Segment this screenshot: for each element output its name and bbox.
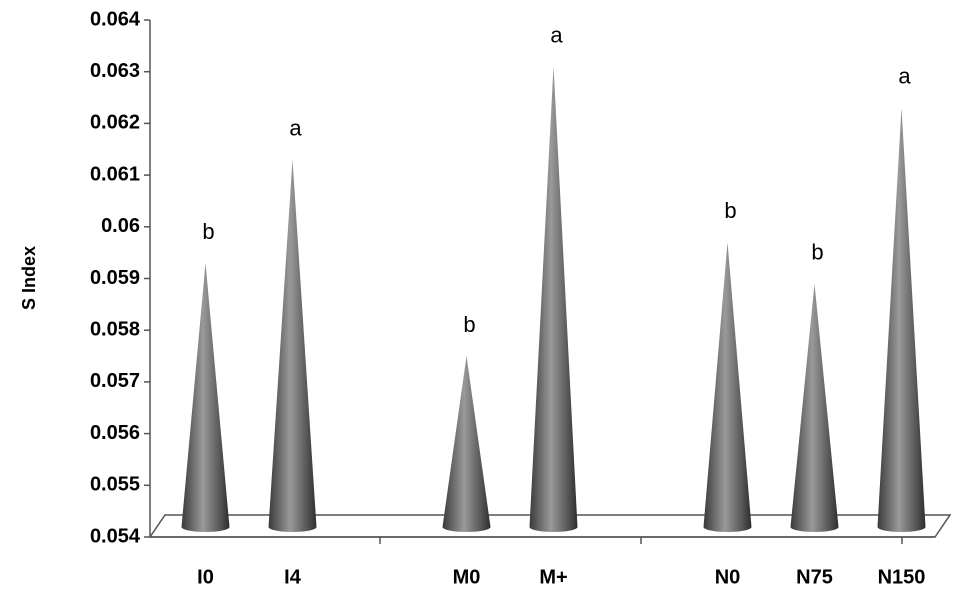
letter: a bbox=[898, 64, 911, 89]
cone bbox=[703, 242, 752, 532]
y-tick-label: 0.062 bbox=[90, 112, 140, 134]
y-tick-label: 0.055 bbox=[90, 474, 140, 496]
letter: b bbox=[724, 198, 736, 223]
letter: b bbox=[811, 239, 823, 264]
x-tick-label: N150 bbox=[878, 566, 926, 588]
cone bbox=[529, 66, 578, 532]
cone bbox=[877, 107, 926, 532]
x-tick-label: N0 bbox=[715, 566, 741, 588]
y-tick-label: 0.061 bbox=[90, 163, 140, 185]
cone bbox=[268, 159, 317, 532]
x-tick-label: M0 bbox=[453, 566, 481, 588]
x-tick-label: I0 bbox=[197, 566, 214, 588]
cone bbox=[181, 262, 230, 532]
x-tick-label: M+ bbox=[539, 566, 567, 588]
y-tick-label: 0.06 bbox=[101, 215, 140, 237]
x-tick-label: N75 bbox=[796, 566, 833, 588]
y-tick-label: 0.064 bbox=[90, 8, 141, 30]
letter: a bbox=[550, 22, 563, 47]
y-tick-label: 0.057 bbox=[90, 370, 140, 392]
x-tick-label: I4 bbox=[284, 566, 302, 588]
y-tick-label: 0.056 bbox=[90, 422, 140, 444]
letter: b bbox=[202, 219, 214, 244]
letter: b bbox=[463, 312, 475, 337]
cone bbox=[442, 356, 491, 532]
y-tick-label: 0.054 bbox=[90, 525, 141, 547]
letter: a bbox=[289, 115, 302, 140]
y-tick-label: 0.059 bbox=[90, 267, 140, 289]
y-tick-label: 0.058 bbox=[90, 318, 140, 340]
cone bbox=[790, 283, 839, 532]
y-axis-label: S Index bbox=[19, 246, 39, 310]
y-tick-label: 0.063 bbox=[90, 60, 140, 82]
